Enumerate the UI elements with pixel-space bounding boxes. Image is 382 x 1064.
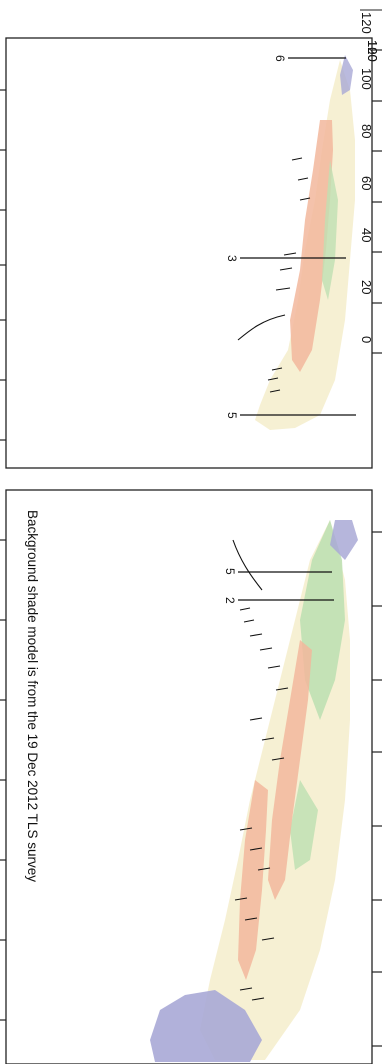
right-panel-ticks — [0, 49, 382, 441]
left-panel-frame — [5, 489, 373, 1064]
left-panel: 5 2 Background shade model is from the 1… — [0, 489, 382, 1064]
left-section-label-5: 5 — [223, 568, 237, 575]
left-green-unit — [300, 520, 345, 720]
right-section-label-5: 5 — [225, 412, 239, 419]
right-blue-unit — [340, 55, 353, 95]
right-orange-unit — [290, 120, 333, 372]
left-orange-unit-2 — [238, 780, 268, 980]
background-annotation: Background shade model is from the 19 De… — [25, 510, 40, 882]
left-fracture-marks — [232, 539, 289, 1001]
elevation-tick-labels: 120 100 80 60 40 20 0 — [359, 12, 374, 343]
right-panel: 6 3 5 — [0, 37, 382, 469]
right-panel-frame — [5, 37, 373, 469]
elev-tick-80: 80 — [359, 124, 374, 138]
left-orange-unit-1 — [268, 640, 312, 900]
elev-tick-60: 60 — [359, 176, 374, 190]
elev-tick-100: 100 — [359, 68, 374, 90]
right-fracture-marks — [237, 157, 311, 393]
right-section-label-6: 6 — [273, 55, 287, 62]
left-green-unit-2 — [290, 780, 318, 870]
elev-tick-20: 20 — [359, 280, 374, 294]
elev-tick-40: 40 — [359, 228, 374, 242]
right-green-unit — [322, 160, 338, 300]
elev-tick-120: 120 — [359, 12, 374, 34]
elev-tick-0: 0 — [359, 336, 374, 343]
left-section-label-2: 2 — [223, 597, 237, 604]
left-blue-unit-2 — [330, 520, 358, 560]
right-section-label-3: 3 — [225, 255, 239, 262]
left-panel-ticks — [0, 531, 382, 1047]
left-blue-unit — [150, 990, 262, 1062]
